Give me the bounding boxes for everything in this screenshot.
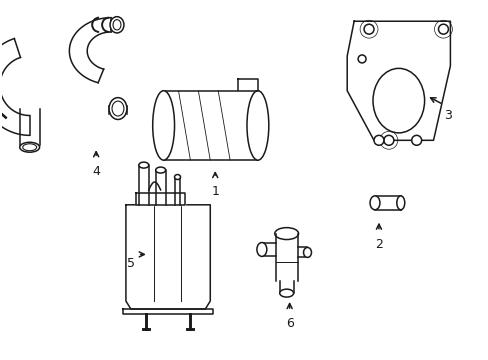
Polygon shape: [126, 205, 210, 309]
Ellipse shape: [372, 68, 424, 133]
Polygon shape: [238, 79, 257, 91]
Polygon shape: [174, 177, 180, 205]
Text: 6: 6: [285, 317, 293, 330]
Text: 2: 2: [374, 238, 382, 251]
Ellipse shape: [155, 167, 165, 173]
Ellipse shape: [174, 175, 180, 180]
Ellipse shape: [246, 91, 268, 160]
Ellipse shape: [152, 91, 174, 160]
Circle shape: [364, 24, 373, 34]
Ellipse shape: [109, 98, 127, 120]
Circle shape: [411, 135, 421, 145]
Polygon shape: [275, 234, 297, 281]
Polygon shape: [374, 196, 400, 210]
Polygon shape: [155, 170, 165, 205]
Ellipse shape: [396, 196, 404, 210]
Ellipse shape: [256, 243, 266, 256]
Circle shape: [383, 135, 393, 145]
Polygon shape: [139, 165, 148, 205]
Polygon shape: [69, 18, 111, 83]
Polygon shape: [20, 111, 40, 145]
Circle shape: [373, 135, 383, 145]
Circle shape: [438, 24, 447, 34]
Text: 5: 5: [126, 257, 135, 270]
Text: 3: 3: [444, 109, 451, 122]
Ellipse shape: [110, 17, 123, 33]
Polygon shape: [279, 281, 293, 293]
Ellipse shape: [20, 142, 40, 152]
Text: 4: 4: [92, 165, 100, 178]
Polygon shape: [346, 21, 449, 140]
Polygon shape: [0, 39, 30, 135]
Polygon shape: [122, 309, 213, 314]
Polygon shape: [136, 193, 185, 205]
Ellipse shape: [369, 196, 379, 210]
Ellipse shape: [274, 228, 298, 239]
Ellipse shape: [139, 162, 148, 168]
Ellipse shape: [303, 247, 311, 257]
Text: 1: 1: [211, 185, 219, 198]
Polygon shape: [163, 91, 257, 160]
Ellipse shape: [279, 289, 293, 297]
